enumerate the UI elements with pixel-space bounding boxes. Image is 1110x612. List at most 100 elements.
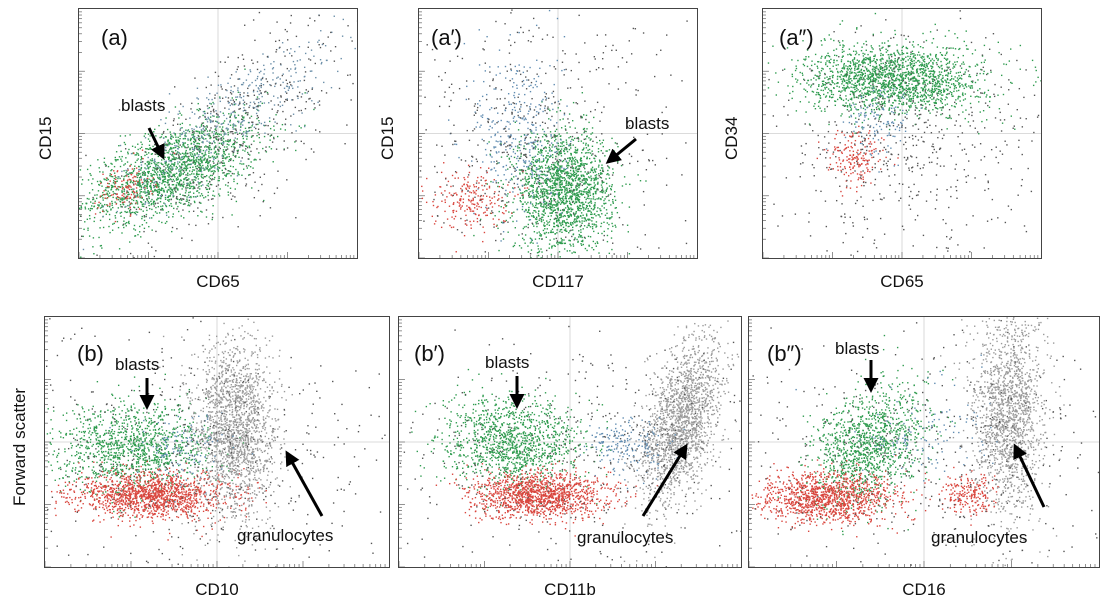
event-dot [128, 148, 130, 151]
event-dot [580, 212, 583, 214]
event-dot [99, 180, 101, 182]
event-dot [498, 198, 500, 200]
event-dot [220, 84, 222, 86]
event-dot [97, 190, 100, 192]
event-dot [147, 148, 150, 151]
event-dot [105, 187, 107, 189]
event-dot [569, 197, 572, 199]
event-dot [179, 127, 182, 130]
event-dot [580, 157, 582, 159]
event-dot [532, 141, 535, 143]
event-dot [588, 197, 590, 200]
event-dot [566, 218, 568, 221]
event-dot [256, 134, 258, 137]
event-dot [564, 228, 567, 230]
event-dot [156, 185, 159, 187]
event-dot [532, 146, 535, 149]
event-dot [167, 156, 169, 159]
event-dot [561, 212, 564, 214]
event-dot [539, 141, 542, 143]
event-dot [93, 216, 96, 219]
event-dot [270, 134, 273, 136]
event-dot [608, 199, 610, 202]
event-dot [563, 69, 566, 71]
event-dot [607, 217, 609, 219]
event-dot [185, 155, 187, 157]
event-dot [469, 220, 471, 223]
event-dot [222, 172, 224, 174]
event-dot [610, 187, 612, 190]
event-dot [537, 168, 539, 170]
event-dot [153, 255, 156, 258]
event-dot [561, 166, 563, 169]
event-dot [126, 187, 128, 189]
event-dot [520, 155, 522, 158]
event-dot [602, 170, 605, 173]
event-dot [112, 206, 114, 209]
event-dot [532, 86, 534, 89]
event-dot [212, 190, 215, 192]
event-dot [595, 168, 598, 170]
event-dot [541, 167, 544, 169]
event-dot [546, 220, 548, 222]
event-dot [175, 168, 177, 170]
event-dot [167, 179, 169, 182]
event-dot [539, 167, 541, 170]
event-dot [576, 182, 578, 184]
event-dot [228, 155, 230, 158]
event-dot [253, 94, 256, 97]
event-dot [295, 71, 297, 74]
event-dot [573, 175, 575, 177]
event-dot [587, 149, 589, 151]
event-dot [572, 173, 574, 176]
event-dot [148, 185, 151, 187]
event-dot [172, 158, 175, 160]
event-dot [201, 167, 203, 170]
event-dot [135, 194, 137, 197]
event-dot [140, 161, 142, 164]
event-dot [560, 224, 562, 226]
event-dot [188, 130, 191, 133]
event-dot [574, 213, 577, 215]
event-dot [479, 104, 481, 107]
event-dot [103, 157, 106, 159]
event-dot [559, 175, 562, 178]
event-dot [167, 175, 169, 177]
event-dot [199, 158, 202, 160]
event-dot [562, 226, 565, 229]
event-dot [528, 168, 530, 170]
event-dot [132, 199, 135, 202]
event-dot [180, 166, 183, 168]
event-dot [607, 169, 609, 172]
event-dot [287, 39, 289, 41]
event-dot [144, 203, 146, 205]
event-dot [498, 249, 500, 252]
event-dot [563, 229, 566, 231]
event-dot [498, 49, 501, 51]
event-dot [545, 195, 548, 198]
event-dot [252, 89, 255, 92]
event-dot [556, 17, 559, 20]
event-dot [601, 191, 603, 194]
event-dot [270, 148, 273, 150]
event-dot [576, 192, 579, 194]
event-dot [145, 191, 148, 194]
event-dot [197, 187, 199, 189]
event-dot [198, 183, 200, 185]
event-dot [550, 230, 552, 232]
event-dot [535, 221, 537, 223]
event-dot [539, 161, 541, 163]
event-dot [590, 211, 592, 213]
event-dot [222, 150, 225, 153]
event-dot [547, 152, 549, 154]
event-dot [165, 186, 167, 188]
event-dot [134, 146, 136, 148]
event-dot [143, 174, 146, 176]
event-dot [581, 236, 583, 239]
event-dot [154, 168, 157, 170]
event-dot [521, 184, 524, 187]
event-dot [143, 135, 146, 137]
event-dot [596, 188, 598, 190]
event-dot [160, 189, 162, 191]
event-dot [582, 243, 585, 246]
